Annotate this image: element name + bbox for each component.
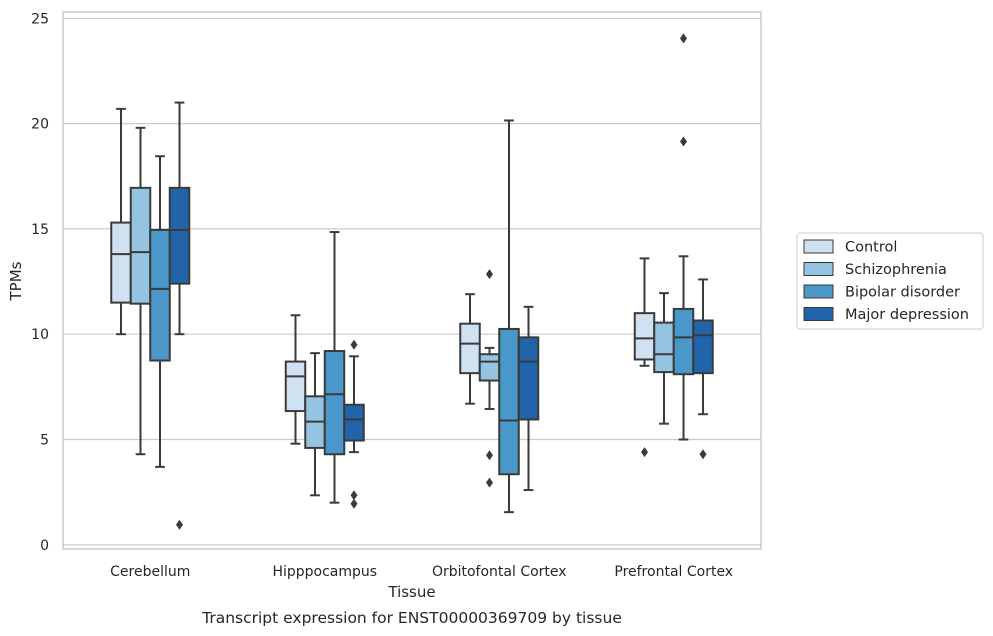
box — [343, 403, 365, 442]
box — [633, 312, 656, 361]
series-control — [110, 107, 656, 458]
box — [672, 307, 695, 376]
box — [478, 353, 501, 382]
y-tick-label: 25 — [31, 11, 49, 27]
series-bipolar-disorder — [149, 33, 695, 514]
outlier-point — [486, 450, 493, 461]
y-tick-labels: 0 5 10 15 20 25 — [31, 11, 49, 553]
box — [129, 186, 152, 305]
y-tick-label: 5 — [40, 432, 49, 448]
box — [284, 360, 307, 413]
box — [110, 221, 132, 304]
y-tick-label: 20 — [31, 117, 49, 133]
legend-swatch — [803, 284, 834, 299]
x-tick-label: Cerebellum — [110, 564, 190, 580]
outlier-point — [680, 136, 687, 147]
box — [168, 186, 191, 285]
legend-swatch — [803, 307, 834, 321]
legend: Control Schizophrenia Bipolar disorder Majo… — [796, 232, 984, 330]
y-axis-label: TPMs — [7, 261, 25, 301]
x-tick-labels: Cerebellum Hipppocampus Orbitofontal Corte… — [110, 564, 733, 580]
outlier-point — [486, 477, 493, 488]
legend-swatch — [803, 239, 834, 254]
box — [149, 228, 171, 362]
plot-frame — [62, 11, 762, 550]
outlier-point — [350, 498, 358, 509]
x-tick-label: Prefrontal Cortex — [614, 564, 733, 580]
x-tick-label: Orbitofontal Cortex — [432, 564, 567, 580]
legend-label: Bipolar disorder — [845, 285, 960, 301]
box — [692, 319, 714, 375]
legend-label: Major depression — [845, 307, 969, 323]
box — [323, 350, 346, 456]
box — [498, 327, 520, 476]
box-groups — [110, 33, 714, 530]
outlier-point — [680, 33, 687, 44]
y-tick-label: 10 — [31, 327, 49, 343]
box — [653, 321, 675, 374]
series-schizophrenia — [129, 126, 675, 497]
figure-caption: Transcript expression for ENST0000036970… — [201, 609, 622, 627]
outlier-point — [486, 269, 493, 280]
outlier-point — [350, 339, 358, 350]
outlier-point — [176, 519, 183, 530]
outlier-point — [641, 447, 648, 458]
y-tick-label: 15 — [31, 222, 49, 238]
series-major-depression — [168, 101, 714, 530]
box — [459, 322, 481, 375]
legend-label: Control — [845, 240, 897, 256]
legend-swatch — [803, 262, 834, 276]
box — [517, 336, 540, 421]
outlier-point — [699, 449, 707, 460]
legend-frame — [796, 232, 984, 330]
legend-label: Schizophrenia — [845, 262, 947, 278]
x-tick-label: Hipppocampus — [272, 564, 377, 580]
x-axis-label: Tissue — [387, 583, 435, 601]
outlier-point — [350, 490, 358, 501]
y-tick-label: 0 — [40, 538, 49, 554]
